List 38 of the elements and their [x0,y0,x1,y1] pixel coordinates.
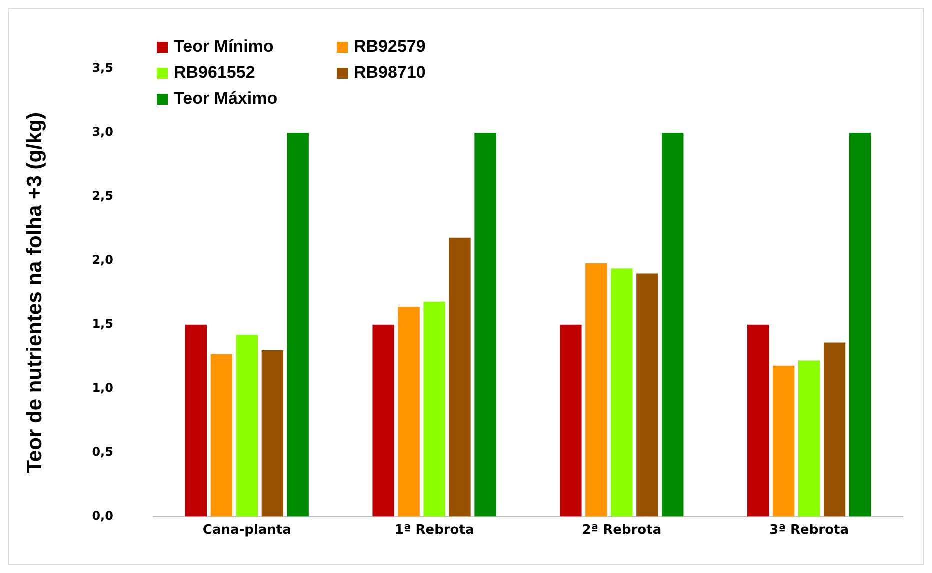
y-tick-label: 1,0 [92,380,114,395]
bar [236,335,258,517]
bar [662,132,684,517]
bar [772,366,795,517]
legend-label: Teor Mínimo [174,37,274,57]
x-tick-label: 3ª Rebrota [770,522,849,538]
legend-label: RB92579 [354,37,426,57]
y-axis-title: Teor de nutrientes na folha +3 (g/kg) [23,112,46,474]
y-tick-label: 1,5 [92,317,114,332]
y-tick-label: 2,5 [92,189,114,204]
bar [474,132,496,517]
bar [210,354,232,517]
bar [560,324,582,517]
bar [611,268,633,517]
bar [849,132,872,517]
y-tick-label: 2,0 [92,253,114,268]
bar [748,324,770,517]
bar [449,238,471,517]
bar [424,302,446,517]
y-tick-label: 0,5 [92,444,114,459]
bar [824,342,846,517]
x-tick-label: 1ª Rebrota [394,522,474,538]
bar [287,132,309,517]
x-tick-label: Cana-planta [202,522,292,538]
bar [798,360,820,517]
legend-label: RB98710 [354,63,426,83]
legend-label: RB961552 [174,63,256,83]
bar [586,263,608,517]
bar [398,306,420,517]
x-tick-label: 2ª Rebrota [582,522,662,538]
y-tick-label: 0,0 [92,508,114,523]
y-tick-label: 3,5 [92,61,114,76]
bar [262,350,284,517]
y-tick-label: 3,0 [92,125,114,140]
legend-label: Teor Máximo [174,89,278,109]
bar [372,324,394,517]
bar [636,274,658,517]
bar [185,324,208,517]
